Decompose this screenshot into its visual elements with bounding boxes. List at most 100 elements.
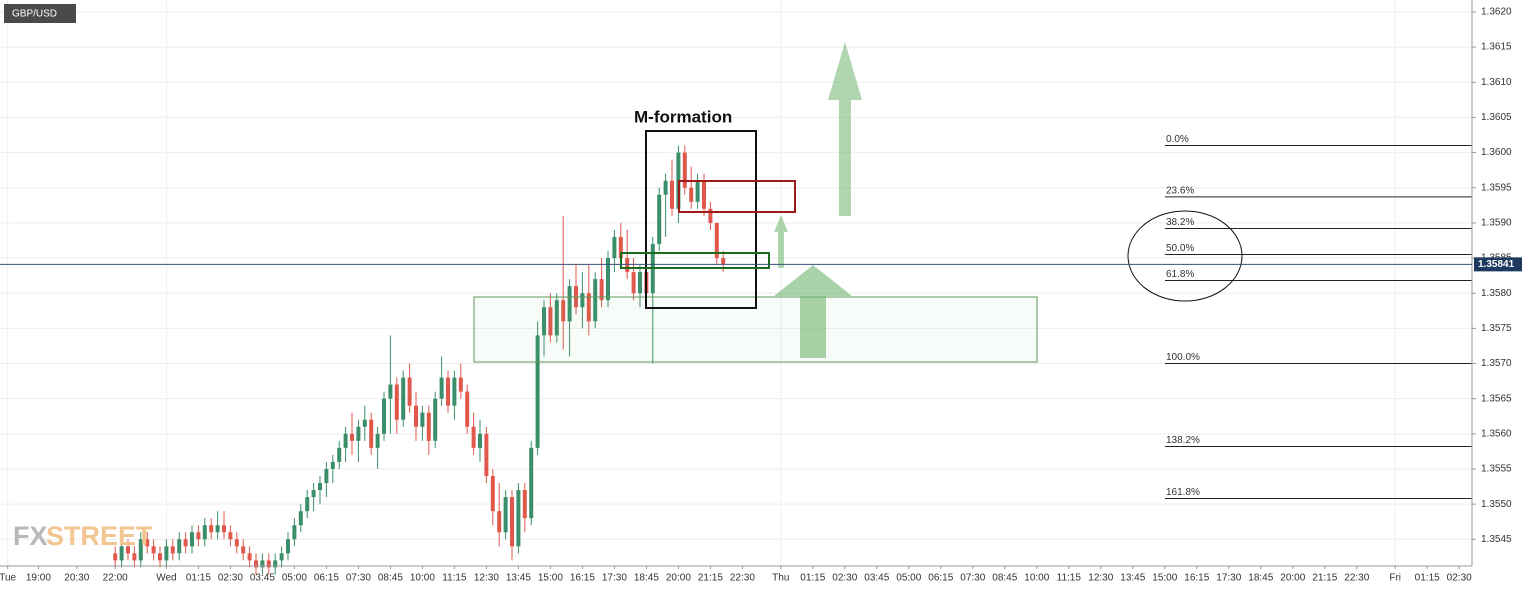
candle-body — [580, 293, 585, 308]
candle-body — [305, 497, 310, 512]
candle-body — [426, 412, 431, 441]
y-tick-label: 1.3590 — [1481, 218, 1512, 229]
candle-body — [657, 194, 662, 244]
symbol: GBP/USD — [12, 9, 57, 20]
fib-label: 0.0% — [1166, 134, 1189, 145]
resistance-box — [678, 180, 796, 213]
candle-body — [394, 384, 399, 420]
x-tick-label: 16:15 — [570, 573, 595, 584]
x-tick-label: 20:00 — [666, 573, 691, 584]
axes: 1.3545 1.3550 1.3555 1.3560 1.3565 1.3570 1.35… — [0, 0, 1522, 584]
x-tick-label: 10:00 — [1024, 573, 1049, 584]
candle-body — [286, 539, 290, 554]
candle-body — [689, 187, 694, 202]
candle-body — [708, 208, 713, 223]
candle-body — [222, 525, 226, 533]
current-price-badge — [1474, 257, 1522, 272]
candle-body — [465, 391, 470, 427]
fibonacci: 0.0% 23.6% 38.2% 50.0% 61.8% 100.0% 138.2% 161.… — [1165, 134, 1472, 500]
symbol-badge — [4, 4, 76, 23]
candle-body — [369, 419, 374, 448]
y-tick-label: 1.3575 — [1481, 323, 1512, 334]
candle-body — [350, 433, 354, 441]
candle-body — [522, 490, 527, 519]
y-tick-label: 1.3580 — [1481, 288, 1512, 299]
x-tick-label: 06:15 — [314, 573, 339, 584]
candle-body — [618, 236, 623, 259]
candle-body — [260, 560, 265, 568]
candle-body — [452, 377, 457, 406]
candle-body — [209, 525, 214, 533]
x-tick-label: 20:00 — [1280, 573, 1305, 584]
x-tick-label: Tue — [0, 573, 17, 584]
candle-body — [228, 532, 233, 540]
x-tick-label: 20:30 — [64, 573, 89, 584]
x-tick-label: 07:30 — [960, 573, 985, 584]
candle-body — [158, 553, 162, 561]
x-tick-label: 10:00 — [410, 573, 435, 584]
y-tick-label: 1.3570 — [1481, 358, 1512, 369]
x-tick-label: 03:45 — [250, 573, 275, 584]
candle-body — [292, 525, 297, 540]
x-tick-label: Fri — [1389, 573, 1401, 584]
candle-body — [478, 433, 482, 448]
candle-body — [561, 300, 566, 322]
x-tick-label: 03:45 — [864, 573, 889, 584]
candle-body — [401, 377, 406, 420]
x-tick-label: 22:30 — [1344, 573, 1369, 584]
x-tick-label: 11:15 — [1057, 573, 1082, 584]
candle-body — [663, 180, 668, 195]
y-tick-label: 1.3620 — [1481, 7, 1512, 18]
fib-label: 138.2% — [1166, 435, 1200, 446]
x-tick-label: 07:30 — [346, 573, 371, 584]
candle-body — [625, 258, 630, 273]
x-tick-label: 22:30 — [730, 573, 755, 584]
x-tick-label: 22:00 — [103, 573, 128, 584]
x-tick-label: 12:30 — [1088, 573, 1113, 584]
candle-body — [497, 511, 502, 533]
x-tick-label: 17:30 — [1216, 573, 1241, 584]
fib-label: 100.0% — [1166, 352, 1200, 363]
watermark-suffix: STREET — [46, 521, 153, 551]
x-tick-label: 05:00 — [896, 573, 921, 584]
candle-body — [138, 539, 143, 561]
candle-body — [113, 553, 118, 561]
candle-body — [183, 539, 188, 547]
x-tick-label: 08:45 — [992, 573, 1017, 584]
candle-body — [279, 553, 284, 561]
candle-body — [599, 279, 604, 301]
x-tick-label: 15:00 — [538, 573, 563, 584]
candle-body — [458, 377, 463, 392]
candle-body — [241, 546, 246, 554]
candle-body — [490, 476, 495, 512]
x-tick-label: 16:15 — [1184, 573, 1209, 584]
candle-body — [330, 461, 335, 469]
candle-body — [254, 560, 258, 568]
current-price-label: 1.35841 — [1478, 259, 1515, 270]
candle-body — [388, 384, 393, 399]
y-tick-label: 1.3605 — [1481, 112, 1512, 123]
x-tick-label: 21:15 — [698, 573, 723, 584]
candle-body — [606, 258, 610, 301]
candle-body — [554, 300, 559, 336]
x-tick-label: 06:15 — [928, 573, 953, 584]
candle-body — [586, 293, 591, 322]
candle-body — [343, 433, 348, 448]
candle-body — [215, 525, 220, 533]
candle-body — [382, 398, 386, 434]
watermark-prefix: FX — [13, 521, 48, 551]
y-tick-label: 1.3595 — [1481, 182, 1512, 193]
x-tick-label: 18:45 — [634, 573, 659, 584]
candle-body — [612, 236, 617, 259]
candle-body — [164, 546, 169, 561]
candle-body — [702, 180, 706, 209]
x-tick-label: 13:45 — [1120, 573, 1145, 584]
x-tick-label: 01:15 — [1415, 573, 1440, 584]
candle-body — [132, 553, 137, 561]
x-tick-label: 02:30 — [218, 573, 243, 584]
candle-body — [375, 433, 380, 448]
fib-label: 38.2% — [1166, 217, 1194, 228]
candle-body — [151, 546, 156, 554]
